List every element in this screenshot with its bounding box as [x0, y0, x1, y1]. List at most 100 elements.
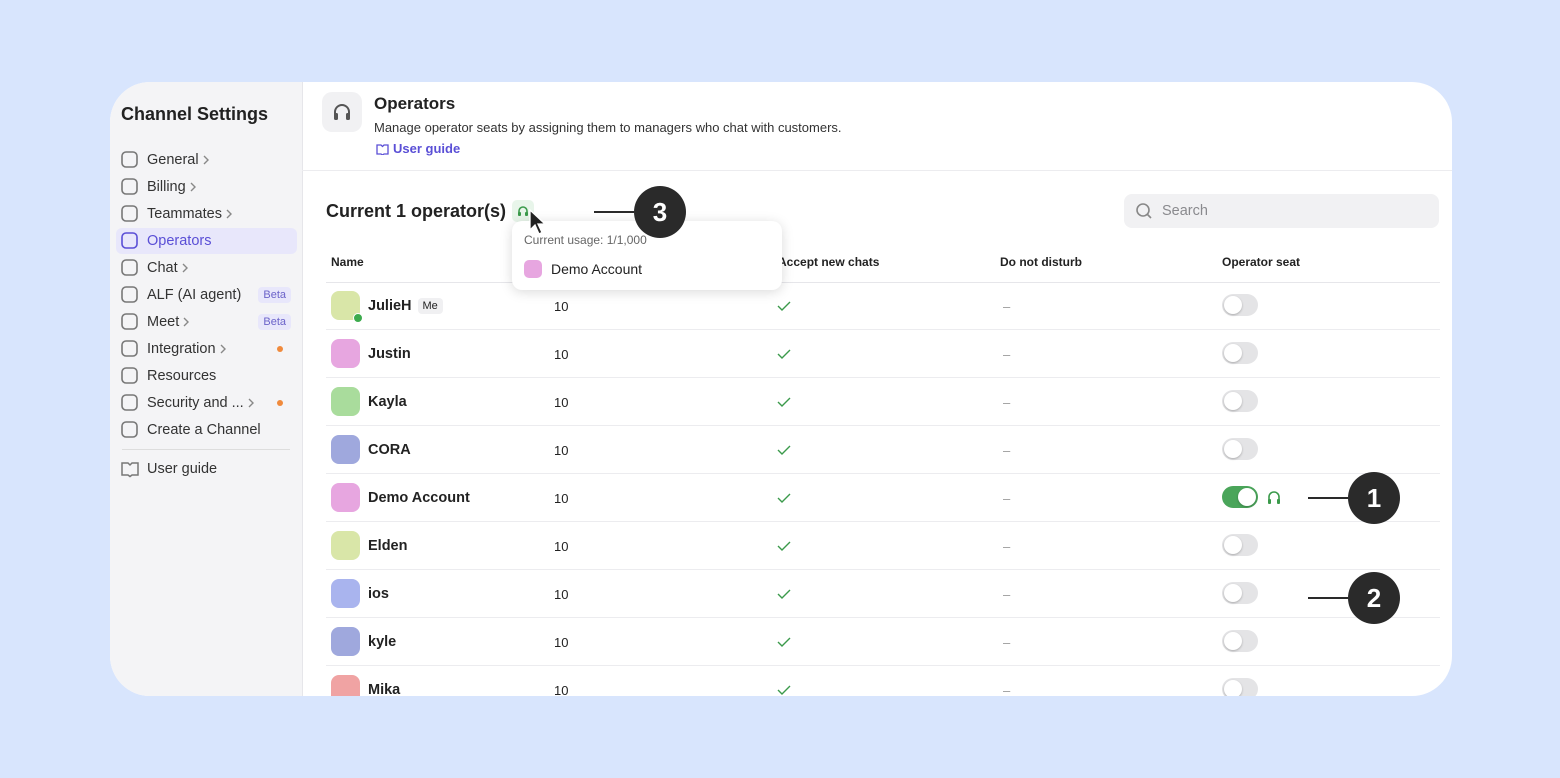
search-icon	[1136, 203, 1152, 219]
tooltip-usage: Current usage: 1/1,000	[524, 233, 647, 247]
accept-cell	[776, 394, 792, 415]
accept-cell	[776, 346, 792, 367]
limit-cell: 10	[554, 346, 569, 362]
header-link[interactable]: User guide	[376, 141, 460, 156]
seat-toggle[interactable]	[1222, 582, 1258, 604]
search-box[interactable]: Search	[1124, 194, 1439, 228]
toggle-knob	[1224, 632, 1242, 650]
avatar	[331, 339, 360, 368]
online-dot	[353, 313, 363, 323]
seat-toggle[interactable]	[1222, 678, 1258, 696]
operator-name: JulieH	[368, 298, 412, 314]
nav-item[interactable]: Chat	[116, 255, 297, 281]
row-border	[326, 425, 1440, 426]
nav-item[interactable]: User guide	[116, 456, 297, 482]
operator-name: Demo Account	[368, 490, 470, 506]
nav-icon	[121, 151, 138, 168]
nav-label[interactable]: Security and ...	[147, 395, 244, 411]
avatar	[331, 291, 363, 323]
sidebar-title: Channel Settings	[121, 104, 269, 124]
operator-icon-button[interactable]	[512, 200, 534, 222]
header-title: Operators	[374, 94, 456, 113]
headset-icon	[518, 206, 528, 216]
nav-item[interactable]: Security and ...	[116, 390, 297, 416]
row-border	[326, 665, 1440, 666]
nav-label[interactable]: Operators	[147, 233, 212, 249]
name-cell: Mika	[368, 680, 400, 696]
nav-label[interactable]: Meet	[147, 314, 180, 330]
avatar	[331, 579, 360, 608]
nav-icon	[121, 232, 138, 249]
nav-label[interactable]: User guide	[147, 461, 218, 477]
operator-name: Mika	[368, 682, 401, 696]
toggle-knob	[1238, 488, 1256, 506]
nav-item[interactable]: Teammates	[116, 201, 297, 227]
accept-cell	[776, 538, 792, 559]
header-link-text[interactable]: User guide	[393, 141, 461, 156]
row-border	[326, 377, 1440, 378]
seat-toggle[interactable]	[1222, 534, 1258, 556]
limit-cell: 10	[554, 682, 569, 697]
toggle-knob	[1224, 680, 1242, 696]
nav-item[interactable]: ALF (AI agent) Beta	[116, 282, 297, 308]
nav-label[interactable]: Create a Channel	[147, 422, 261, 438]
seat-toggle[interactable]	[1222, 294, 1258, 316]
limit-cell: 10	[554, 490, 569, 506]
nav-label[interactable]: Chat	[147, 260, 178, 276]
search-placeholder: Search	[1162, 203, 1208, 219]
column-header: Operator seat	[1222, 255, 1301, 269]
tooltip-member: Demo Account	[551, 261, 643, 277]
accept-cell	[776, 490, 792, 511]
name-cell: Kayla	[368, 392, 407, 412]
sidebar-divider	[122, 449, 290, 450]
limit-cell: 10	[554, 634, 569, 650]
settings-card: Channel Settings General Billing Teammates…	[110, 82, 1452, 696]
name-cell: Justin	[368, 344, 411, 364]
avatar	[331, 531, 360, 560]
limit-cell: 10	[554, 538, 569, 554]
limit-cell: 10	[554, 586, 569, 602]
nav-icon	[121, 367, 138, 384]
row-border	[326, 329, 1440, 330]
callout-badge: 2	[1348, 572, 1400, 624]
chevron-icon	[183, 317, 190, 327]
check-icon	[777, 685, 791, 695]
avatar	[331, 627, 360, 656]
operator-name: CORA	[368, 442, 411, 458]
nav-label[interactable]: General	[147, 152, 199, 168]
nav-item[interactable]: Create a Channel	[116, 417, 297, 443]
headset-icon	[334, 104, 350, 120]
dnd-cell: –	[1003, 586, 1011, 602]
row-border	[326, 521, 1440, 522]
avatar	[331, 483, 360, 512]
callout-line	[594, 211, 634, 213]
seat-toggle[interactable]	[1222, 342, 1258, 364]
operator-name: kyle	[368, 634, 397, 650]
accept-cell	[776, 634, 792, 655]
dnd-cell: –	[1003, 490, 1011, 506]
nav-icon	[121, 178, 138, 195]
dnd-cell: –	[1003, 298, 1011, 314]
seat-toggle[interactable]	[1222, 630, 1258, 652]
chevron-icon	[220, 344, 226, 354]
nav-item[interactable]: General	[116, 147, 297, 173]
seat-toggle[interactable]	[1222, 486, 1258, 508]
nav-label[interactable]: Resources	[147, 368, 217, 384]
seat-toggle[interactable]	[1222, 390, 1258, 412]
row-border	[326, 473, 1440, 474]
nav-item[interactable]: Billing	[116, 174, 297, 200]
seat-toggle[interactable]	[1222, 438, 1258, 460]
nav-item[interactable]: Meet Beta	[116, 309, 297, 335]
nav-label[interactable]: Integration	[147, 341, 216, 357]
accept-cell	[776, 682, 792, 696]
nav-label[interactable]: Billing	[147, 179, 186, 195]
nav-item[interactable]: Operators	[116, 228, 297, 254]
header-icon	[322, 92, 362, 132]
nav-item[interactable]: Resources	[116, 363, 297, 389]
chevron-icon	[203, 155, 209, 165]
nav-item[interactable]: Integration	[116, 336, 297, 362]
nav-label[interactable]: Teammates	[147, 206, 222, 222]
nav-label[interactable]: ALF (AI agent)	[147, 287, 242, 303]
name-cell: kyle	[368, 632, 396, 652]
